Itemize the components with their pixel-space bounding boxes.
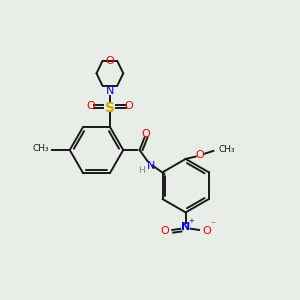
Text: O: O [202,226,211,236]
Text: CH₃: CH₃ [218,145,235,154]
Text: S: S [105,100,115,115]
Text: +: + [189,218,194,224]
Text: H: H [138,166,145,175]
Text: O: O [196,150,204,160]
Text: CH₃: CH₃ [33,144,50,153]
Text: O: O [160,226,169,236]
Text: O: O [142,129,151,139]
Text: N: N [181,222,190,232]
Text: O: O [106,56,114,66]
Text: N: N [106,86,114,96]
Text: ⁻: ⁻ [210,220,215,230]
Text: N: N [147,161,156,171]
Text: O: O [86,101,95,111]
Text: O: O [125,101,134,111]
